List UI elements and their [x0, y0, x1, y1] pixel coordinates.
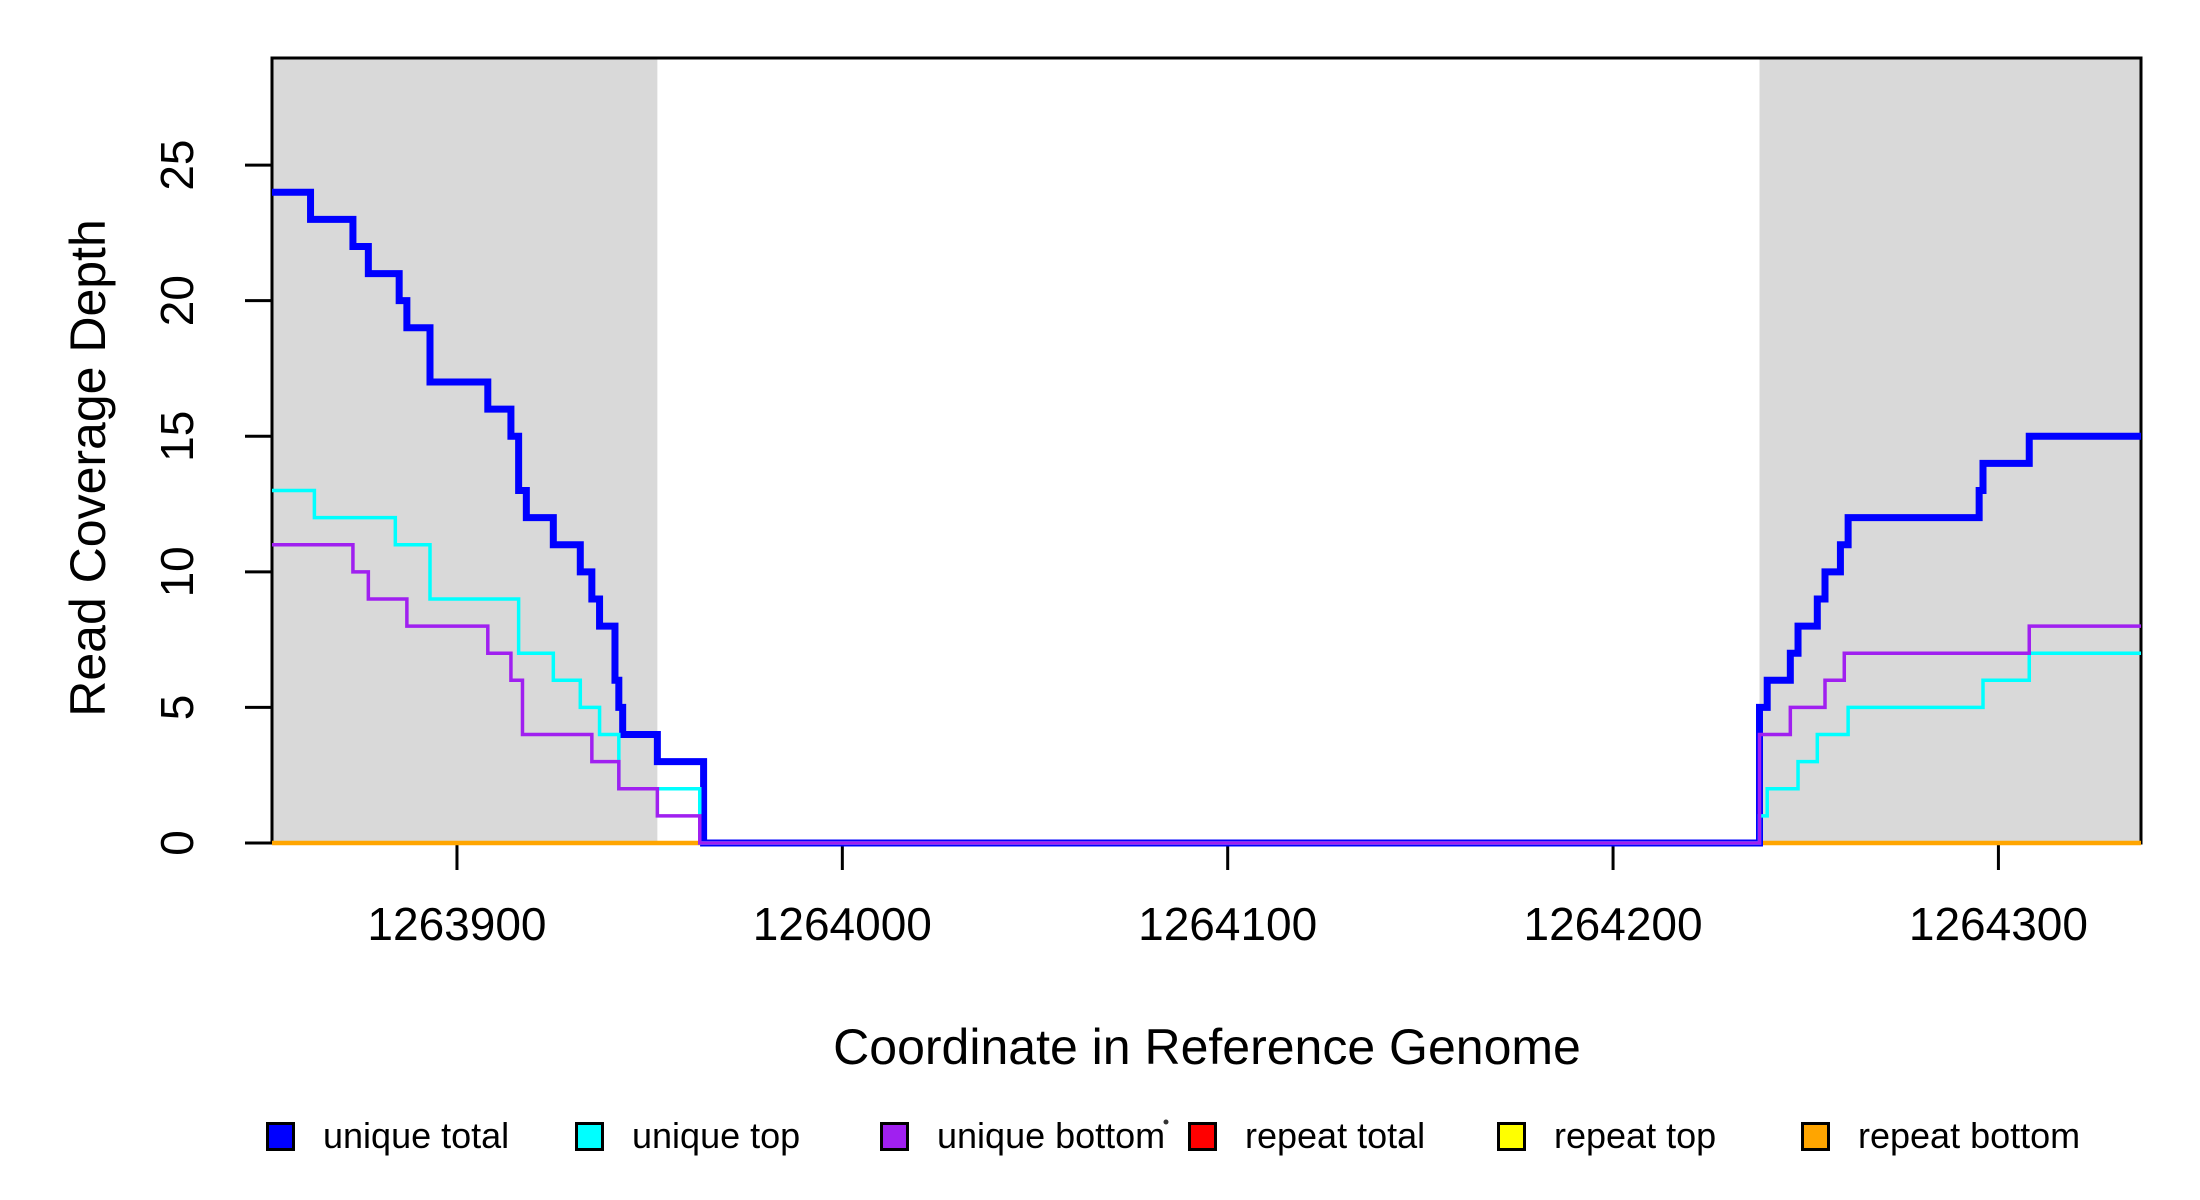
- series-line-unique-top: [272, 488, 2141, 845]
- y-tick-label: 0: [151, 830, 203, 856]
- legend-label: unique total: [323, 1115, 510, 1156]
- x-tick-label: 1264300: [1909, 898, 2088, 950]
- legend-swatch-repeat-total: [1188, 1121, 1217, 1151]
- y-tick-label: 5: [151, 695, 203, 721]
- repeat-region-shade: [272, 58, 658, 843]
- legend-label: unique top: [632, 1115, 801, 1156]
- legend-label: repeat top: [1554, 1115, 1717, 1156]
- legend-swatch-unique-bottom: [880, 1121, 909, 1151]
- legend-swatch-repeat-bottom: [1801, 1121, 1830, 1151]
- legend-item-unique-top: unique top: [575, 1115, 801, 1156]
- repeat-region-shade: [1759, 58, 2141, 843]
- legend-item-repeat-total: repeat total: [1188, 1115, 1426, 1156]
- y-tick-label: 20: [151, 275, 203, 326]
- y-axis-title: Read Coverage Depth: [60, 219, 116, 717]
- x-tick-label: 1264000: [753, 898, 932, 950]
- y-tick-label: 10: [151, 546, 203, 597]
- x-tick-label: 1264200: [1524, 898, 1703, 950]
- legend-item-repeat-bottom: repeat bottom: [1801, 1115, 2081, 1156]
- legend-item-unique-total: unique total: [266, 1115, 510, 1156]
- stray-dot-artifact: [1163, 1119, 1169, 1125]
- series-line-unique-total: [272, 188, 2141, 847]
- legend-item-repeat-top: repeat top: [1497, 1115, 1717, 1156]
- x-tick-label: 1263900: [367, 898, 546, 950]
- y-tick-label: 25: [151, 140, 203, 191]
- x-axis-title: Coordinate in Reference Genome: [833, 1019, 1581, 1075]
- legend-label: unique bottom: [937, 1115, 1166, 1156]
- legend-swatch-repeat-top: [1497, 1121, 1526, 1151]
- legend-label: repeat bottom: [1858, 1115, 2081, 1156]
- legend-item-unique-bottom: unique bottom: [880, 1115, 1166, 1156]
- legend-label: repeat total: [1245, 1115, 1426, 1156]
- x-tick-label: 1264100: [1138, 898, 1317, 950]
- legend-swatch-unique-total: [266, 1121, 295, 1151]
- y-tick-label: 15: [151, 411, 203, 462]
- legend-swatch-unique-top: [575, 1121, 604, 1151]
- series-line-unique-bottom: [272, 542, 2141, 845]
